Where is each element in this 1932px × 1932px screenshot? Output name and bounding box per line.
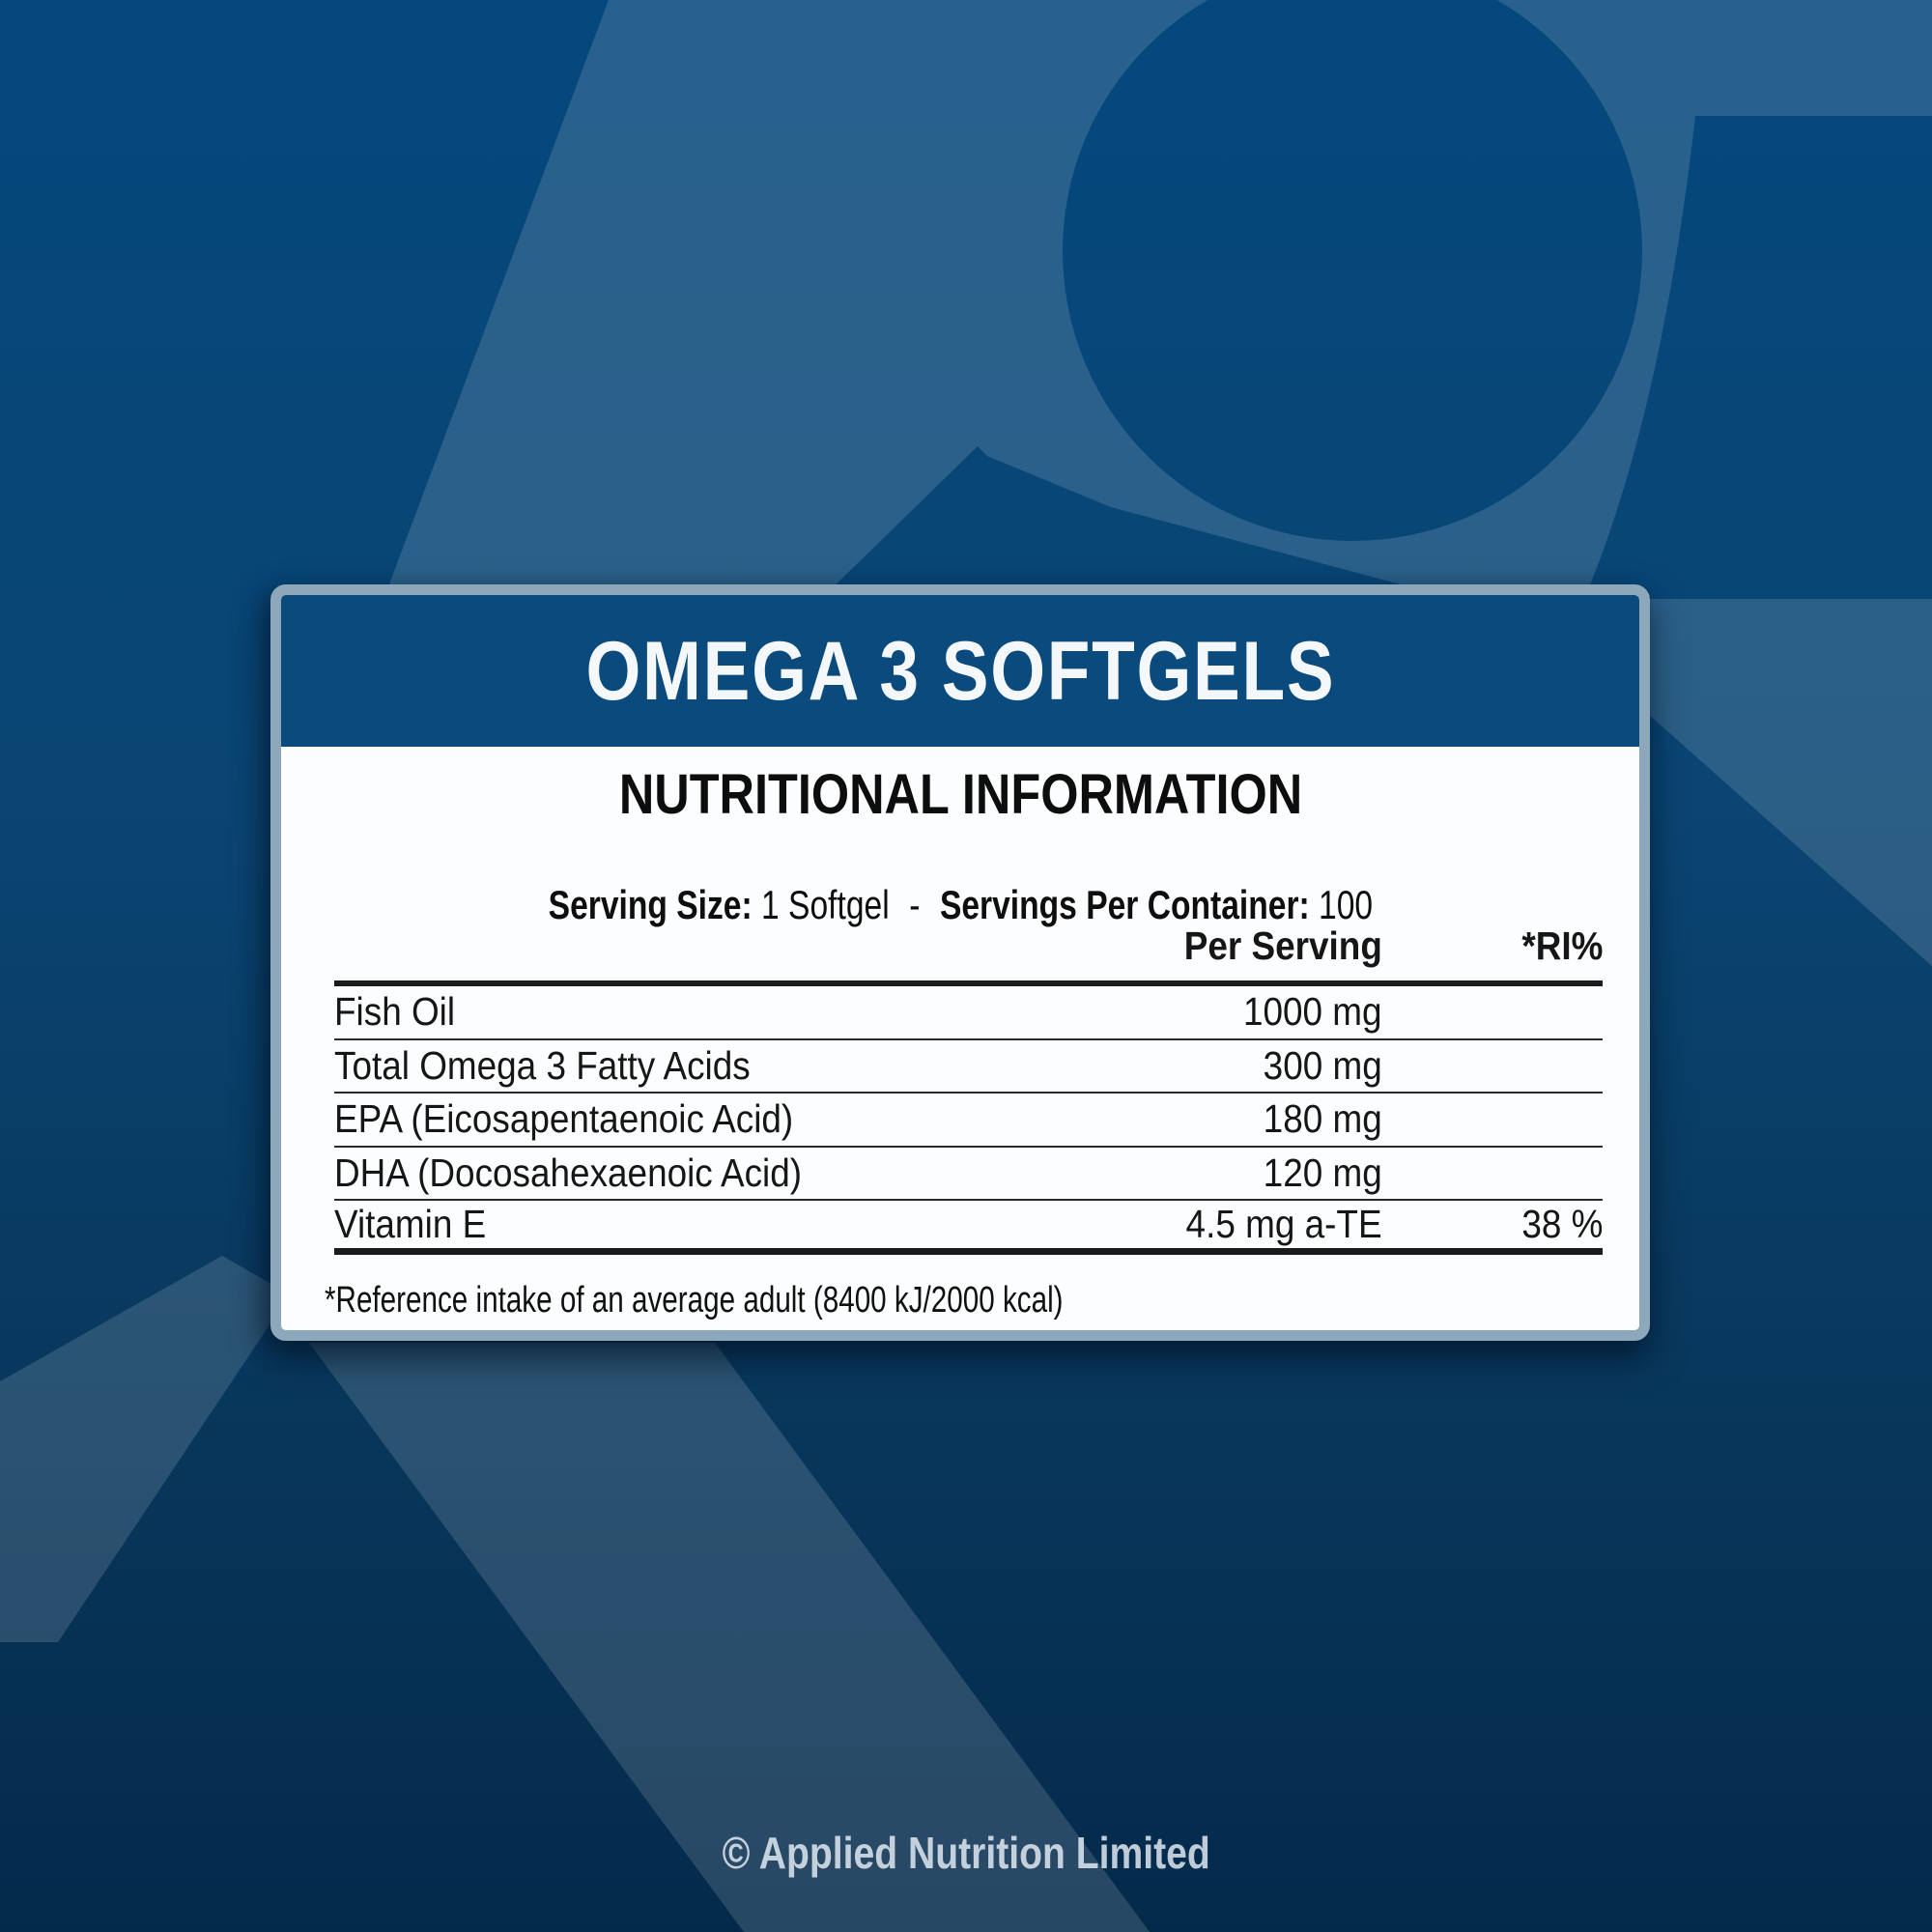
nutrition-table: Per Serving *RI% Fish Oil 1000 mg Total … [334, 905, 1603, 1255]
column-header-per-serving: Per Serving [1183, 923, 1382, 968]
copyright-text: © Applied Nutrition Limited [722, 1828, 1210, 1878]
nutrient-amount: 1000 mg [1243, 989, 1382, 1035]
nutrient-amount: 180 mg [1263, 1096, 1382, 1142]
nutrient-amount: 4.5 mg a-TE [1185, 1201, 1382, 1246]
table-row: EPA (Eicosapentaenoic Acid) 180 mg [334, 1094, 1603, 1148]
watermark-dark-shapes [821, 0, 1932, 599]
nutrient-name: Total Omega 3 Fatty Acids [334, 1042, 751, 1088]
table-row: Vitamin E 4.5 mg a-TE 38 % [334, 1201, 1603, 1255]
table-row: Fish Oil 1000 mg [334, 986, 1603, 1040]
nutrient-name: DHA (Docosahexaenoic Acid) [334, 1150, 803, 1195]
serving-info-line: Serving Size: 1 Softgel - Servings Per C… [281, 885, 1639, 925]
nutrient-ri: 38 % [1520, 1201, 1603, 1246]
nutrient-amount: 300 mg [1263, 1042, 1382, 1088]
table-row: Total Omega 3 Fatty Acids 300 mg [334, 1040, 1603, 1094]
table-header-row: Per Serving *RI% [334, 905, 1603, 986]
nutrition-label-card: OMEGA 3 SOFTGELS NUTRITIONAL INFORMATION… [270, 584, 1650, 1341]
serving-size-value: 1 Softgel [760, 882, 890, 927]
nutrient-amount: 120 mg [1263, 1150, 1382, 1195]
servings-per-container-label: Servings Per Container: [939, 882, 1310, 927]
product-title: OMEGA 3 SOFTGELS [585, 624, 1335, 718]
reference-intake-footnote: *Reference intake of an average adult (8… [325, 1280, 1064, 1321]
serving-size-label: Serving Size: [548, 882, 753, 927]
column-header-ri: *RI% [1520, 923, 1603, 968]
serving-separator: - [908, 882, 920, 927]
section-heading: NUTRITIONAL INFORMATION [281, 767, 1639, 823]
servings-per-container-value: 100 [1318, 882, 1373, 927]
nutrient-name: EPA (Eicosapentaenoic Acid) [334, 1096, 794, 1142]
table-row: DHA (Docosahexaenoic Acid) 120 mg [334, 1148, 1603, 1201]
nutrient-name: Vitamin E [334, 1201, 487, 1246]
section-heading-text: NUTRITIONAL INFORMATION [618, 763, 1302, 826]
nutrient-name: Fish Oil [334, 989, 456, 1035]
card-header-band: OMEGA 3 SOFTGELS [281, 595, 1639, 747]
